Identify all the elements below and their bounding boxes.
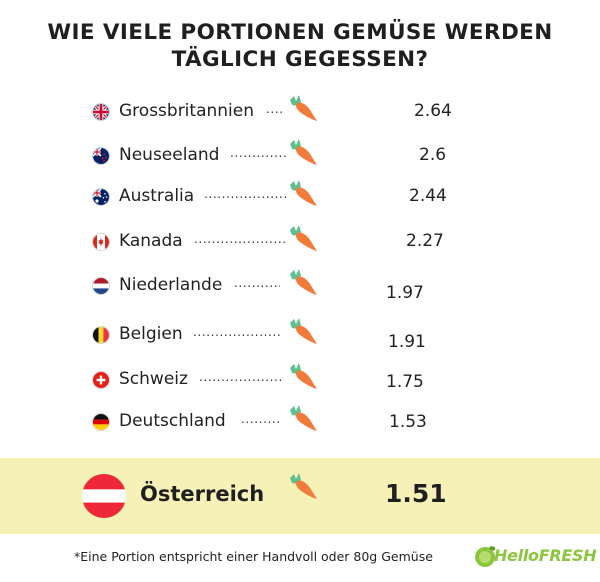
carrot-icon xyxy=(290,95,317,121)
leader-dots: .................... xyxy=(204,187,286,201)
carrot-bar xyxy=(290,269,348,295)
canada-flag-icon xyxy=(92,233,110,251)
switzerland-flag-icon xyxy=(92,371,110,389)
value-label: 1.91 xyxy=(388,332,426,352)
country-label: Grossbritannien xyxy=(119,101,254,121)
carrot-icon xyxy=(290,318,317,344)
carrot-icon xyxy=(321,180,348,206)
hellofresh-lime-logo-icon xyxy=(475,546,496,567)
value-label: 2.44 xyxy=(409,186,447,206)
carrot-icon xyxy=(290,139,317,165)
value-label: 1.97 xyxy=(386,283,424,303)
country-label: Österreich xyxy=(140,482,265,506)
carrot-icon xyxy=(290,473,317,499)
hellofresh-logo-text: HelloFRESH xyxy=(494,546,597,565)
country-row: Niederlande ........... 1.97 xyxy=(0,269,600,303)
new-zealand-flag-icon xyxy=(92,147,110,165)
country-row: Australia .................... 2.44 xyxy=(0,180,600,213)
value-label: 2.64 xyxy=(414,101,452,121)
carrot-icon xyxy=(321,318,348,344)
carrot-icon xyxy=(352,95,379,121)
leader-dots: ........................... xyxy=(194,232,286,246)
carrot-icon xyxy=(321,225,348,251)
leader-dots: ........... xyxy=(234,276,280,290)
chart-title-line-1: WIE VIELE PORTIONEN GEMÜSE WERDEN xyxy=(47,20,553,45)
value-label: 2.6 xyxy=(419,145,447,165)
carrot-bar xyxy=(290,405,348,431)
country-label: Neuseeland xyxy=(119,145,220,165)
country-row: Kanada ........................... 2.27 xyxy=(0,225,600,258)
carrot-icon xyxy=(321,139,348,165)
carrot-icon xyxy=(321,405,348,431)
netherlands-flag-icon xyxy=(92,277,110,295)
uk-flag-icon xyxy=(92,103,110,121)
belgium-flag-icon xyxy=(92,326,110,344)
country-row: Schweiz ...................... 1.75 xyxy=(0,363,600,396)
carrot-icon xyxy=(352,225,379,251)
carrot-icon xyxy=(321,473,348,499)
leader-dots: .... xyxy=(266,102,284,116)
leader-dots: ...................... xyxy=(199,370,281,384)
carrot-icon xyxy=(352,139,379,165)
country-label: Schweiz xyxy=(119,369,188,389)
leader-dots: ........................ xyxy=(193,325,281,339)
germany-flag-icon xyxy=(92,413,110,431)
country-row: Grossbritannien .... 2.64 xyxy=(0,95,600,128)
country-label: Belgien xyxy=(119,324,183,344)
carrot-icon xyxy=(352,180,379,206)
australia-flag-icon xyxy=(92,188,110,206)
country-row: Neuseeland .............. 2.6 xyxy=(0,139,600,172)
carrot-icon xyxy=(290,405,317,431)
carrot-bar xyxy=(290,225,379,251)
country-label: Niederlande xyxy=(119,275,223,295)
chart-title-line-2: TÄGLICH GEGESSEN? xyxy=(171,47,429,72)
carrot-icon xyxy=(290,225,317,251)
carrot-bar xyxy=(290,318,348,344)
carrot-icon xyxy=(321,269,348,295)
carrot-bar xyxy=(290,180,379,206)
footnote: *Eine Portion entspricht einer Handvoll … xyxy=(74,549,433,564)
country-row: Belgien ........................ 1.91 xyxy=(0,318,600,352)
leader-dots: .......... xyxy=(241,412,281,426)
leader-dots: .............. xyxy=(230,146,286,160)
carrot-icon xyxy=(290,269,317,295)
value-label: 1.75 xyxy=(386,372,424,392)
carrot-icon xyxy=(321,363,348,389)
country-label: Deutschland xyxy=(119,411,226,431)
carrot-icon xyxy=(290,363,317,389)
austria-flag-icon xyxy=(82,474,126,518)
value-label: 2.27 xyxy=(406,231,444,251)
carrot-icon xyxy=(321,95,348,121)
carrot-bar xyxy=(290,95,379,121)
country-label: Kanada xyxy=(119,231,183,251)
country-row: Deutschland .......... 1.53 xyxy=(0,405,600,438)
value-label: 1.51 xyxy=(385,479,447,508)
country-label: Australia xyxy=(119,186,195,206)
carrot-bar xyxy=(290,363,348,389)
carrot-icon xyxy=(290,180,317,206)
highlight-row-austria: Österreich 1.51 xyxy=(0,458,600,534)
carrot-bar xyxy=(290,473,348,499)
carrot-bar xyxy=(290,139,379,165)
value-label: 1.53 xyxy=(389,412,427,432)
